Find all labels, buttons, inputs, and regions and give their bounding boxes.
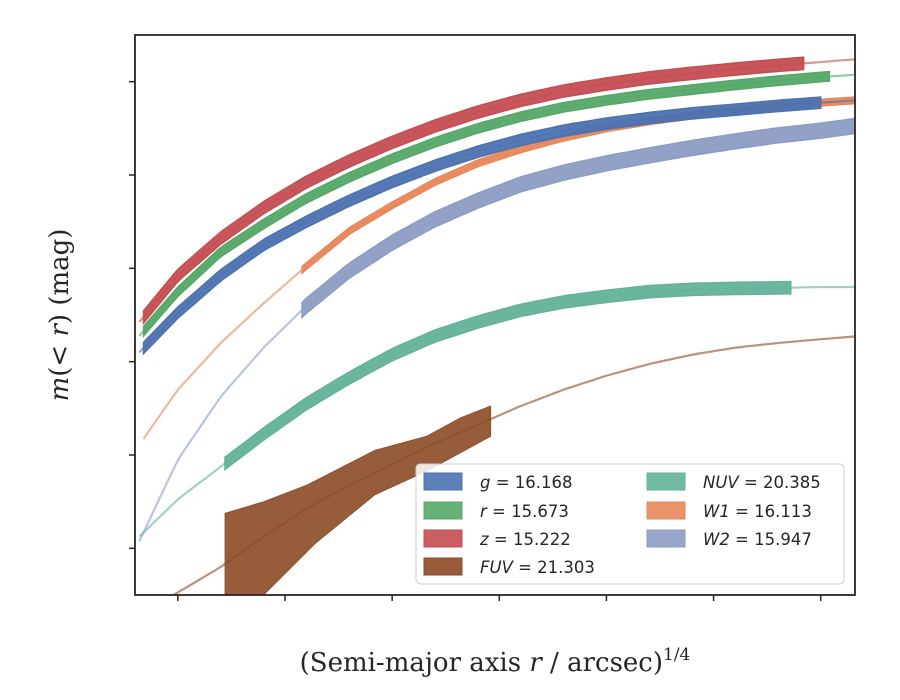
- series-g: [138, 96, 855, 356]
- legend-label-w1: W1 = 16.113: [703, 502, 812, 521]
- x-axis-label: (Semi-major axis r / arcsec)1/4: [300, 645, 691, 678]
- legend-swatch-fuv: [423, 557, 463, 576]
- x-axis: [177, 595, 822, 601]
- legend-label-z: z = 15.222: [479, 530, 571, 549]
- series-band-z: [142, 56, 805, 326]
- series-band-fuv: [224, 405, 492, 595]
- series-z: [138, 56, 855, 326]
- legend-label-nuv: NUV = 20.385: [703, 473, 821, 492]
- series-band-g: [142, 96, 822, 356]
- legend-swatch-g: [423, 472, 463, 491]
- legend-label-w2: W2 = 15.947: [703, 530, 812, 549]
- series-fuv: [173, 335, 855, 595]
- legend-swatch-r: [423, 501, 463, 520]
- y-axis: [129, 80, 135, 550]
- legend-label-r: r = 15.673: [480, 502, 569, 521]
- legend-label-fuv: FUV = 21.303: [480, 558, 595, 577]
- y-axis-label: m(< r) (mag): [45, 229, 75, 402]
- series-band-r: [142, 70, 831, 338]
- series-band-nuv: [224, 280, 792, 472]
- plot-area: [138, 56, 855, 595]
- legend: g = 16.168 r = 15.673 z = 15.222 FUV = 21.3…: [415, 463, 845, 585]
- series-band-w2: [301, 117, 855, 320]
- legend-label-g: g = 16.168: [480, 473, 573, 492]
- legend-swatch-w2: [646, 529, 686, 548]
- legend-swatch-z: [423, 529, 463, 548]
- legend-swatch-w1: [646, 501, 686, 520]
- series-w2: [138, 117, 855, 542]
- series-r: [138, 70, 855, 338]
- series-nuv: [138, 280, 855, 538]
- legend-box: [415, 463, 845, 585]
- plot-frame: [134, 34, 856, 596]
- legend-swatch-nuv: [646, 472, 686, 491]
